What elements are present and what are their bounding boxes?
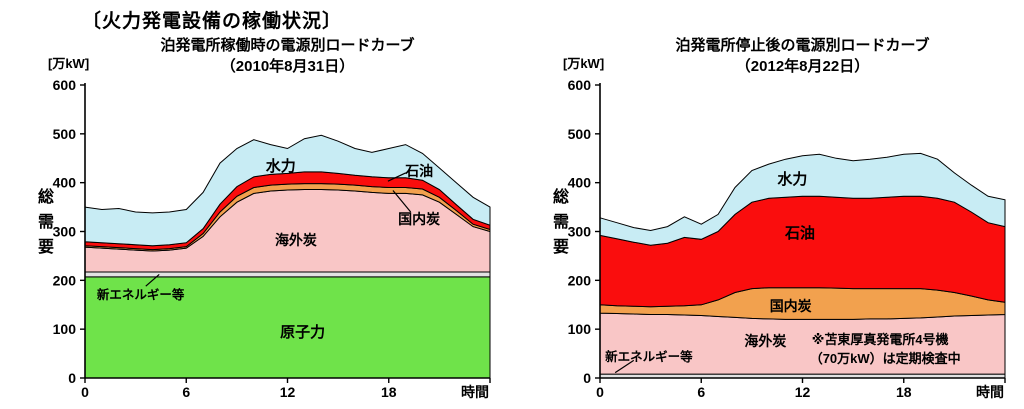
x-tick-label: 18	[381, 384, 397, 400]
load-curve-chart-shutdown: 0 100 200 300 400 500 600 0 6 12 18 時間 [万kW] 総需要 泊発電所停…	[553, 36, 1006, 400]
y-tick-label: 500	[53, 126, 77, 142]
x-tick-label: 18	[896, 384, 912, 400]
area-series	[84, 134, 491, 247]
x-tick-label: 6	[697, 384, 705, 400]
y-axis-title: 要	[553, 238, 569, 256]
area-series	[599, 152, 1006, 246]
chart-subtitle: （2012年8月22日）	[736, 57, 869, 75]
annotation-label: 石油	[784, 224, 815, 242]
y-tick-label: 0	[68, 370, 76, 386]
y-axis-unit: [万kW]	[563, 56, 604, 71]
x-tick-label: 12	[795, 384, 811, 400]
y-tick-label: 500	[568, 126, 592, 142]
x-axis-title: 時間	[461, 384, 489, 400]
x-tick-label: 12	[280, 384, 296, 400]
annotation-label: 海外炭	[275, 232, 317, 248]
y-axis-title: 需	[38, 212, 54, 231]
y-axis-title: 総	[38, 187, 54, 206]
annotation-label: 国内炭	[770, 298, 812, 314]
y-tick-label: 0	[583, 370, 591, 386]
annotation-label: 水力	[777, 170, 807, 188]
x-axis-title: 時間	[976, 384, 1004, 400]
x-tick-label: 0	[81, 384, 89, 400]
chart-subtitle: （2010年8月31日）	[221, 57, 354, 75]
x-tick-label: 6	[182, 384, 190, 400]
annotation-label: 原子力	[280, 323, 325, 341]
annotation-leader	[387, 172, 406, 182]
chart-title: 泊発電所稼働時の電源別ロードカーブ	[160, 36, 414, 54]
y-axis-unit: [万kW]	[48, 56, 89, 71]
y-axis-title: 要	[38, 238, 54, 256]
page-title: 〔火力発電設備の稼働状況〕	[82, 11, 343, 32]
annotation-label: ※苫東厚真発電所4号機	[812, 332, 949, 347]
y-tick-label: 400	[53, 175, 77, 191]
y-tick-label: 200	[568, 272, 592, 288]
annotation-label: 海外炭	[744, 333, 786, 349]
y-tick-label: 100	[53, 321, 77, 337]
y-axis-title: 総	[553, 187, 569, 206]
annotation-label: 水力	[266, 157, 296, 175]
y-tick-label: 300	[53, 224, 77, 240]
y-tick-label: 400	[568, 175, 592, 191]
chart-title: 泊発電所停止後の電源別ロードカーブ	[675, 36, 929, 54]
annotation-leader	[614, 359, 635, 374]
y-tick-label: 300	[568, 224, 592, 240]
load-curve-chart-operating: 0 100 200 300 400 500 600 0 6 12 18 時間 [万kW] 総需要 泊発電所稼…	[38, 36, 491, 400]
y-axis-title: 需	[553, 212, 569, 231]
y-tick-label: 600	[53, 77, 77, 93]
y-tick-label: 600	[568, 77, 592, 93]
annotation-label: 新エネルギー等	[605, 349, 693, 364]
annotation-leader	[392, 190, 412, 213]
annotation-label: （70万kW）は定期検査中	[810, 351, 961, 366]
annotation-leader	[145, 274, 160, 287]
area-series	[84, 271, 491, 278]
annotation-label: 新エネルギー等	[97, 287, 185, 302]
annotation-label: 石油	[404, 163, 433, 179]
y-tick-label: 200	[53, 272, 77, 288]
annotation-label: 国内炭	[398, 211, 440, 227]
y-tick-label: 100	[568, 321, 592, 337]
x-tick-label: 0	[596, 384, 604, 400]
